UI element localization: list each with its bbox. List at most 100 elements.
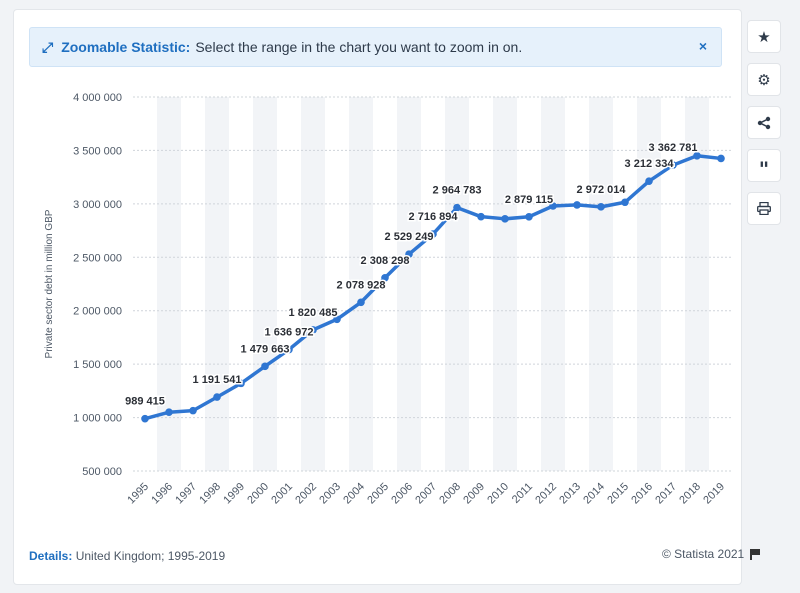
copyright-text[interactable]: © Statista 2021 (662, 547, 745, 561)
x-tick-label: 2006 (389, 481, 415, 507)
x-tick-label: 2008 (437, 481, 463, 507)
data-point (477, 212, 485, 221)
column-band (589, 97, 613, 471)
data-label: 1 820 485 (289, 307, 338, 319)
data-label: 2 529 249 (385, 231, 434, 243)
data-point (429, 230, 437, 238)
data-label: 2 308 298 (361, 255, 410, 267)
data-point (309, 326, 317, 334)
data-point (597, 203, 605, 211)
data-label: 2 716 894 (409, 211, 459, 223)
star-icon: ★ (757, 28, 771, 46)
column-band (493, 97, 517, 471)
x-tick-label: 2010 (485, 481, 511, 507)
y-tick-label: 3 000 000 (73, 199, 122, 211)
y-tick-label: 3 500 000 (73, 145, 122, 157)
x-tick-label: 2015 (605, 481, 631, 507)
x-tick-label: 1995 (125, 481, 151, 507)
chart-area[interactable]: 500 000 1 000 000 1 500 000 2 000 000 2 500 … (0, 0, 745, 545)
x-tick-label: 2001 (269, 481, 295, 507)
banner-title: Zoomable Statistic: (61, 39, 191, 55)
x-tick-label: 2007 (413, 481, 439, 507)
copyright-note[interactable]: © Statista 2021 (662, 547, 761, 561)
data-label: 2 078 928 (337, 279, 386, 291)
y-axis-title: Private sector debt in million GBP (44, 209, 55, 358)
data-label: 2 972 014 (577, 184, 627, 196)
y-tick-label: 1 000 000 (73, 413, 122, 425)
data-label: 3 362 781 (649, 142, 698, 154)
settings-button[interactable]: ⚙ (747, 63, 781, 96)
bookmark-button[interactable]: ★ (747, 20, 781, 53)
line-chart[interactable]: 500 000 1 000 000 1 500 000 2 000 000 2 500 … (0, 0, 745, 540)
x-tick-label: 1997 (173, 481, 199, 507)
data-point (165, 408, 173, 417)
toolbar: ★ ⚙ " (747, 20, 781, 225)
x-tick-label: 2009 (461, 481, 487, 507)
x-tick-label: 2014 (581, 481, 607, 507)
data-point (645, 177, 653, 185)
data-point (573, 201, 581, 209)
print-icon (757, 202, 771, 215)
column-band (445, 97, 469, 471)
data-label: 2 964 783 (433, 185, 482, 197)
x-tick-label: 2013 (557, 481, 583, 507)
data-point (381, 273, 389, 282)
data-point (405, 250, 413, 258)
x-tick-label: 2000 (245, 481, 271, 507)
data-point (189, 406, 197, 415)
share-icon (757, 116, 771, 129)
data-label: 1 636 972 (265, 327, 314, 339)
x-tick-label: 1996 (149, 481, 175, 507)
flag-icon[interactable] (750, 549, 761, 560)
y-tick-label: 500 000 (82, 466, 122, 478)
print-button[interactable] (747, 192, 781, 225)
x-tick-label: 2017 (653, 481, 679, 507)
chart-card (13, 9, 742, 585)
data-point (717, 154, 725, 163)
data-label: 989 415 (125, 396, 165, 408)
data-point (621, 198, 629, 207)
y-tick-label: 2 500 000 (73, 252, 122, 264)
details-label: Details: (29, 549, 73, 563)
data-point (285, 345, 293, 354)
data-point (549, 202, 557, 210)
y-tick-label: 2 000 000 (73, 306, 122, 318)
data-label: 2 879 115 (505, 194, 553, 206)
data-point (525, 212, 533, 221)
column-band (205, 97, 229, 471)
x-tick-label: 2005 (365, 481, 391, 507)
data-point (693, 151, 701, 160)
gear-icon: ⚙ (757, 71, 771, 89)
data-point (261, 362, 269, 371)
expand-icon: ⤢ (42, 38, 54, 55)
column-band (541, 97, 565, 471)
details-note: Details: United Kingdom; 1995-2019 (29, 549, 225, 563)
close-icon[interactable]: × (698, 38, 707, 54)
share-button[interactable] (747, 106, 781, 139)
x-tick-label: 1999 (221, 481, 247, 507)
quote-icon: " (758, 156, 770, 181)
x-tick-label: 2018 (677, 481, 703, 507)
data-point (333, 315, 341, 324)
data-point (501, 215, 509, 223)
x-tick-label: 2004 (341, 481, 367, 507)
data-point (453, 203, 461, 212)
column-band (301, 97, 325, 471)
data-point (141, 414, 149, 423)
data-label: 3 212 334 (625, 158, 675, 170)
column-band (349, 97, 373, 471)
x-tick-label: 2012 (533, 481, 559, 507)
cite-button[interactable]: " (747, 149, 781, 182)
x-tick-label: 2019 (701, 481, 727, 507)
zoom-banner: ⤢ Zoomable Statistic: Select the range i… (29, 27, 722, 67)
x-tick-label: 2011 (510, 481, 535, 506)
data-point (237, 379, 245, 388)
x-tick-label: 1998 (197, 481, 223, 507)
details-text: United Kingdom; 1995-2019 (75, 549, 226, 563)
x-tick-label: 2003 (317, 481, 343, 507)
data-label: 1 479 663 (241, 343, 290, 355)
x-tick-label: 2002 (293, 481, 319, 507)
column-band (253, 97, 277, 471)
banner-text: Select the range in the chart you want t… (195, 39, 523, 55)
y-tick-label: 4 000 000 (73, 92, 122, 104)
